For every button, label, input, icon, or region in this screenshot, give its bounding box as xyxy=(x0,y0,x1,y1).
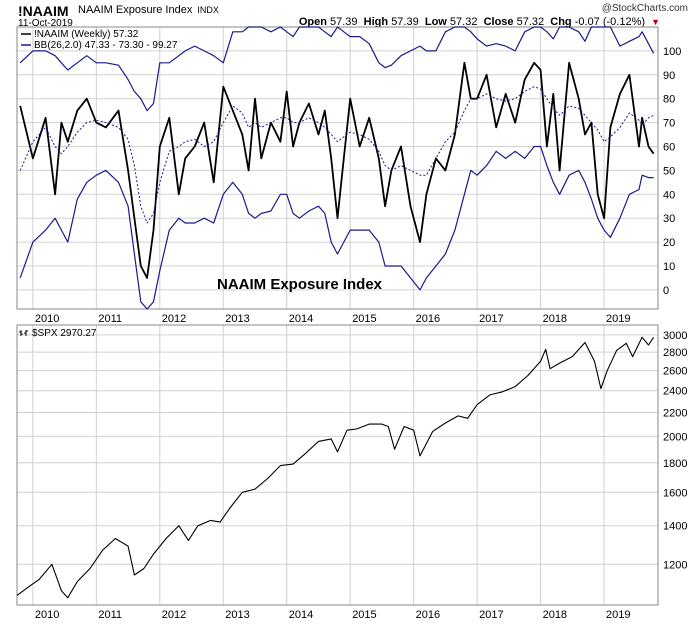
index-name-text: NAAIM Exposure Index xyxy=(78,4,193,16)
p1-xtick-label: 2014 xyxy=(289,313,313,325)
p1-xtick-label: 2010 xyxy=(35,313,59,325)
low-value: 57.32 xyxy=(449,16,478,28)
p1-series-bb-upper xyxy=(19,26,655,112)
p1-xtick-label: 2013 xyxy=(225,313,249,325)
spx-gridlines xyxy=(17,325,658,605)
naaim-y-axis: 0 10 20 30 40 50 60 70 80 90 100 xyxy=(663,46,681,297)
p2-ytick-label: 1400 xyxy=(663,521,687,533)
p2-xtick-label: 2010 xyxy=(35,609,59,621)
p2-ytick-label: 2600 xyxy=(663,366,687,378)
naaim-legend-label: !NAAIM (Weekly) 57.32 xyxy=(34,29,139,40)
exchange-label: INDX xyxy=(197,5,219,15)
naaim-series-group xyxy=(19,26,655,310)
p2-ytick-label: 2800 xyxy=(663,347,687,359)
chg-label: Chg xyxy=(550,16,572,28)
p2-xtick-label: 2012 xyxy=(162,609,186,621)
symbol-title: !NAAIM xyxy=(18,3,69,19)
p2-xtick-label: 2011 xyxy=(98,609,122,621)
high-label: High xyxy=(363,16,389,28)
p2-xtick-label: 2018 xyxy=(543,609,567,621)
ohlc-readout: Open 57.39 High 57.39 Low 57.32 Close 57… xyxy=(299,16,660,28)
p2-ytick-label: 1800 xyxy=(663,458,687,470)
index-name: NAAIM Exposure Index INDX xyxy=(78,4,219,16)
p1-ytick-label: 80 xyxy=(663,94,675,106)
bb-legend-label: BB(26,2.0) 47.33 - 73.30 - 99.27 xyxy=(34,40,178,51)
down-triangle-icon: ▼ xyxy=(651,17,660,27)
naaim-panel-frame xyxy=(16,26,659,310)
p1-xtick-label: 2017 xyxy=(479,313,503,325)
chart-date: 11-Oct-2019 xyxy=(18,18,73,29)
p1-ytick-label: 30 xyxy=(663,213,675,225)
p2-ytick-label: 2400 xyxy=(663,386,687,398)
p1-xtick-label: 2019 xyxy=(606,313,630,325)
p1-ytick-label: 10 xyxy=(663,261,675,273)
naaim-x-axis: 2010 2011 2012 2013 2014 2015 2016 2017 2018 2019 xyxy=(35,313,631,325)
p2-ytick-label: 2000 xyxy=(663,431,687,443)
p2-xtick-label: 2019 xyxy=(606,609,630,621)
p2-ytick-label: 3000 xyxy=(663,330,687,342)
spx-panel-frame xyxy=(16,324,659,606)
low-label: Low xyxy=(424,16,447,28)
spx-series-group xyxy=(16,336,655,599)
p1-xtick-label: 2012 xyxy=(162,313,186,325)
p2-series-spx xyxy=(16,336,655,599)
p1-ytick-label: 0 xyxy=(663,285,669,297)
p2-ytick-label: 2200 xyxy=(663,407,687,419)
chg-value: -0.07 (-0.12%) xyxy=(574,16,646,28)
p1-xtick-label: 2011 xyxy=(98,313,122,325)
p1-ytick-label: 90 xyxy=(663,70,675,82)
close-label: Close xyxy=(483,16,514,28)
p1-series-bb-middle xyxy=(19,86,654,224)
spx-y-axis: 1200 1400 1600 1800 2000 2200 2400 2600 2800 3000 xyxy=(663,330,687,571)
p1-series-naaim xyxy=(19,61,655,279)
p2-ytick-label: 1600 xyxy=(663,487,687,499)
naaim-gridlines xyxy=(17,27,658,309)
spx-x-axis: 2010 2011 2012 2013 2014 2015 2016 2017 2018 2019 xyxy=(35,609,631,621)
open-value: 57.39 xyxy=(330,16,358,28)
copyright-notice: @StockCharts.com xyxy=(601,3,688,14)
p1-xtick-label: 2016 xyxy=(416,313,440,325)
open-label: Open xyxy=(298,16,327,28)
bar-chart-icon xyxy=(19,330,23,336)
spx-legend-label: $SPX 2970.27 xyxy=(32,328,97,339)
p1-ytick-label: 20 xyxy=(663,237,675,249)
p2-xtick-label: 2014 xyxy=(289,609,313,621)
p2-xtick-label: 2016 xyxy=(416,609,440,621)
p1-ytick-label: 50 xyxy=(663,165,675,177)
p2-xtick-label: 2013 xyxy=(225,609,249,621)
naaim-annotation: NAAIM Exposure Index xyxy=(217,276,383,293)
p1-ytick-label: 100 xyxy=(663,46,681,58)
p1-ytick-label: 60 xyxy=(663,141,675,153)
p2-xtick-label: 2017 xyxy=(479,609,503,621)
p2-ytick-label: 1200 xyxy=(663,559,687,571)
p1-series-bb-lower xyxy=(19,145,654,310)
p1-ytick-label: 70 xyxy=(663,118,675,130)
p2-xtick-label: 2015 xyxy=(352,609,376,621)
bar-chart-icon-2 xyxy=(24,330,28,336)
p1-ytick-label: 40 xyxy=(663,189,675,201)
p1-xtick-label: 2015 xyxy=(352,313,376,325)
p1-xtick-label: 2018 xyxy=(543,313,567,325)
close-value: 57.32 xyxy=(516,16,545,28)
high-value: 57.39 xyxy=(391,16,419,28)
